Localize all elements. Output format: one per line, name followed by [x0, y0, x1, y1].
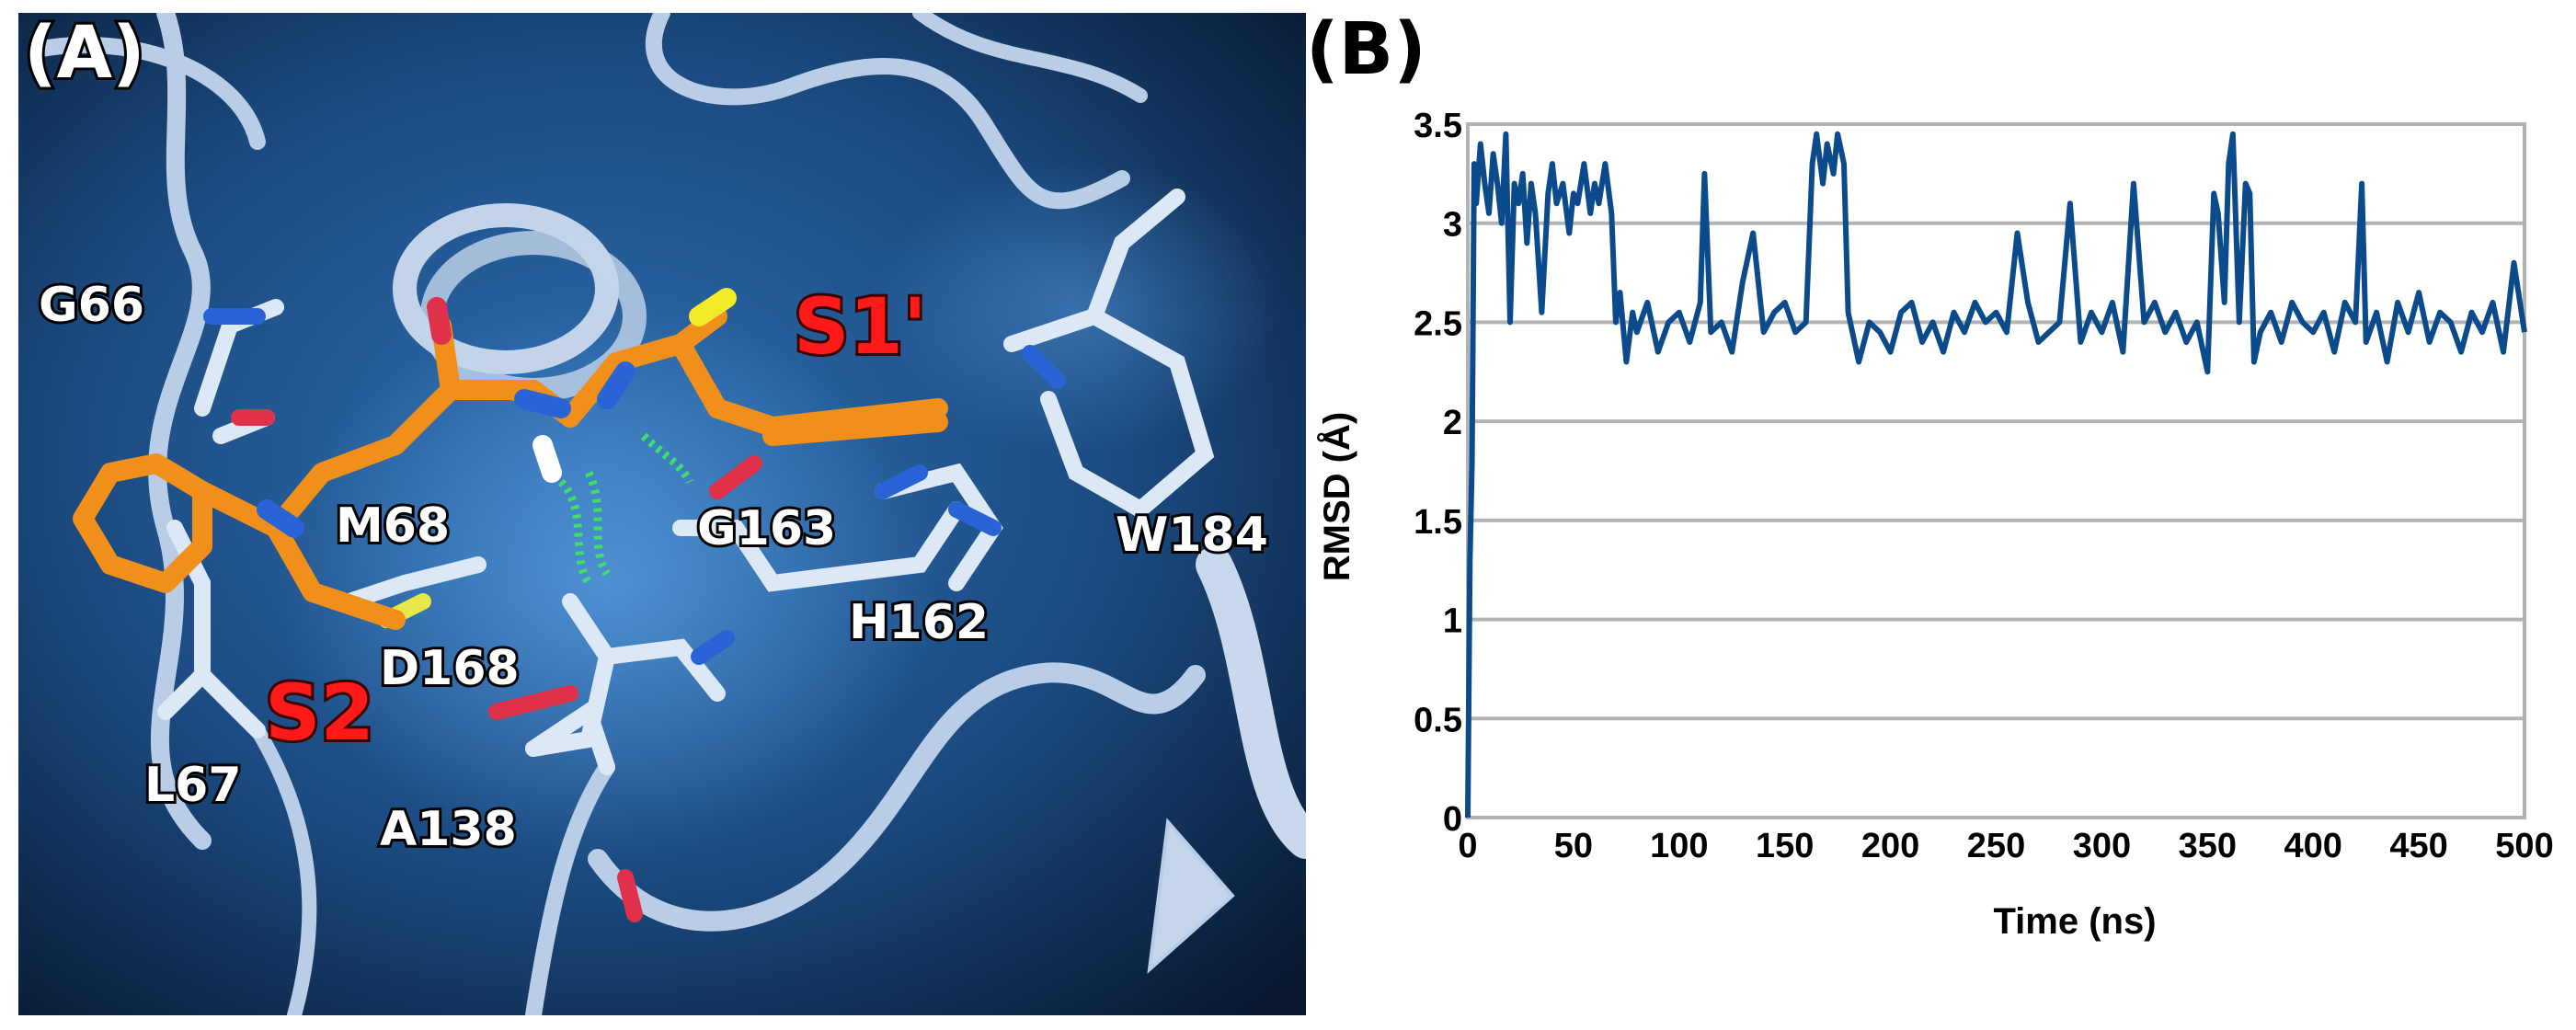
y-tick-label: 2.5	[1414, 304, 1462, 343]
x-tick-label: 150	[1756, 827, 1814, 865]
panel-b-chart: (B) 0 0.5 1 1.5 2 2.5 3 3.5 0 50 100 150 200 250 300 3…	[1306, 0, 2576, 1030]
residue-label: A138	[380, 802, 517, 857]
x-tick-label: 450	[2389, 827, 2447, 865]
y-tick-label: 1	[1443, 602, 1462, 641]
x-tick-labels: 0 50 100 150 200 250 300 350 400 450 500	[1458, 827, 2553, 865]
y-tick-label: 1.5	[1414, 503, 1462, 542]
plot-frame	[1466, 122, 2526, 819]
rmsd-series-line	[1465, 131, 2527, 818]
residue-label: G163	[697, 501, 836, 556]
protein-ribbon	[29, 13, 1306, 1015]
pocket-label-s1prime: S1'	[794, 281, 927, 372]
pocket-label-s2: S2	[265, 668, 374, 758]
residue-label: D168	[380, 641, 520, 696]
x-tick-label: 250	[1967, 827, 2025, 865]
residue-label: M68	[336, 498, 450, 554]
x-tick-label: 500	[2495, 827, 2553, 865]
ligand-atoms	[257, 288, 737, 538]
grid-lines	[1466, 122, 2526, 819]
x-tick-label: 100	[1650, 827, 1708, 865]
residue-label: G66	[39, 278, 144, 333]
residue-label: L67	[144, 758, 242, 813]
y-tick-label: 3	[1443, 206, 1462, 245]
y-tick-label: 3.5	[1414, 107, 1462, 145]
hydrogen-bonds	[557, 432, 694, 586]
x-tick-label: 350	[2179, 827, 2237, 865]
x-tick-label: 200	[1861, 827, 1919, 865]
y-tick-labels: 0 0.5 1 1.5 2 2.5 3 3.5	[1414, 107, 1462, 839]
y-axis-label: RMSD (Å)	[1316, 412, 1357, 581]
y-tick-label: 0	[1443, 800, 1462, 839]
y-tick-label: 0.5	[1414, 701, 1462, 739]
pocket-labels: S1' S2	[262, 279, 930, 761]
x-tick-label: 50	[1554, 827, 1593, 865]
panel-a-structure: G66 M68 D168 L67 A138 G163 H162 W184 S1'…	[18, 13, 1306, 1015]
residue-labels: G66 M68 D168 L67 A138 G163 H162 W184	[36, 275, 1271, 860]
x-axis-label: Time (ns)	[1993, 901, 2156, 942]
residue-label: H162	[849, 595, 989, 650]
panel-label-a: (A)	[24, 13, 145, 95]
rmsd-chart: (B) 0 0.5 1 1.5 2 2.5 3 3.5 0 50 100 150 200 250 300 3…	[1306, 8, 2554, 942]
x-tick-label: 400	[2284, 827, 2341, 865]
structure-image: G66 M68 D168 L67 A138 G163 H162 W184 S1'…	[18, 13, 1306, 1015]
y-tick-label: 2	[1443, 404, 1462, 442]
x-tick-label: 0	[1458, 827, 1477, 865]
panel-label-b: (B)	[1306, 8, 1426, 91]
x-tick-label: 300	[2073, 827, 2131, 865]
residue-label: W184	[1116, 508, 1268, 563]
